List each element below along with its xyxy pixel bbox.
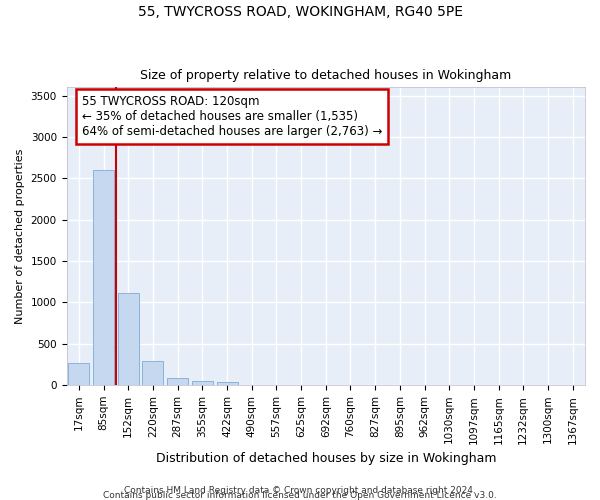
Bar — [142, 361, 163, 385]
Text: 55 TWYCROSS ROAD: 120sqm
← 35% of detached houses are smaller (1,535)
64% of sem: 55 TWYCROSS ROAD: 120sqm ← 35% of detach… — [82, 95, 382, 138]
Title: Size of property relative to detached houses in Wokingham: Size of property relative to detached ho… — [140, 69, 511, 82]
Text: 55, TWYCROSS ROAD, WOKINGHAM, RG40 5PE: 55, TWYCROSS ROAD, WOKINGHAM, RG40 5PE — [137, 5, 463, 19]
Bar — [167, 378, 188, 385]
Bar — [217, 382, 238, 385]
Bar — [93, 170, 114, 385]
Y-axis label: Number of detached properties: Number of detached properties — [15, 148, 25, 324]
X-axis label: Distribution of detached houses by size in Wokingham: Distribution of detached houses by size … — [155, 452, 496, 465]
Bar — [192, 380, 213, 385]
Bar — [68, 363, 89, 385]
Bar — [118, 292, 139, 385]
Text: Contains HM Land Registry data © Crown copyright and database right 2024.: Contains HM Land Registry data © Crown c… — [124, 486, 476, 495]
Text: Contains public sector information licensed under the Open Government Licence v3: Contains public sector information licen… — [103, 491, 497, 500]
